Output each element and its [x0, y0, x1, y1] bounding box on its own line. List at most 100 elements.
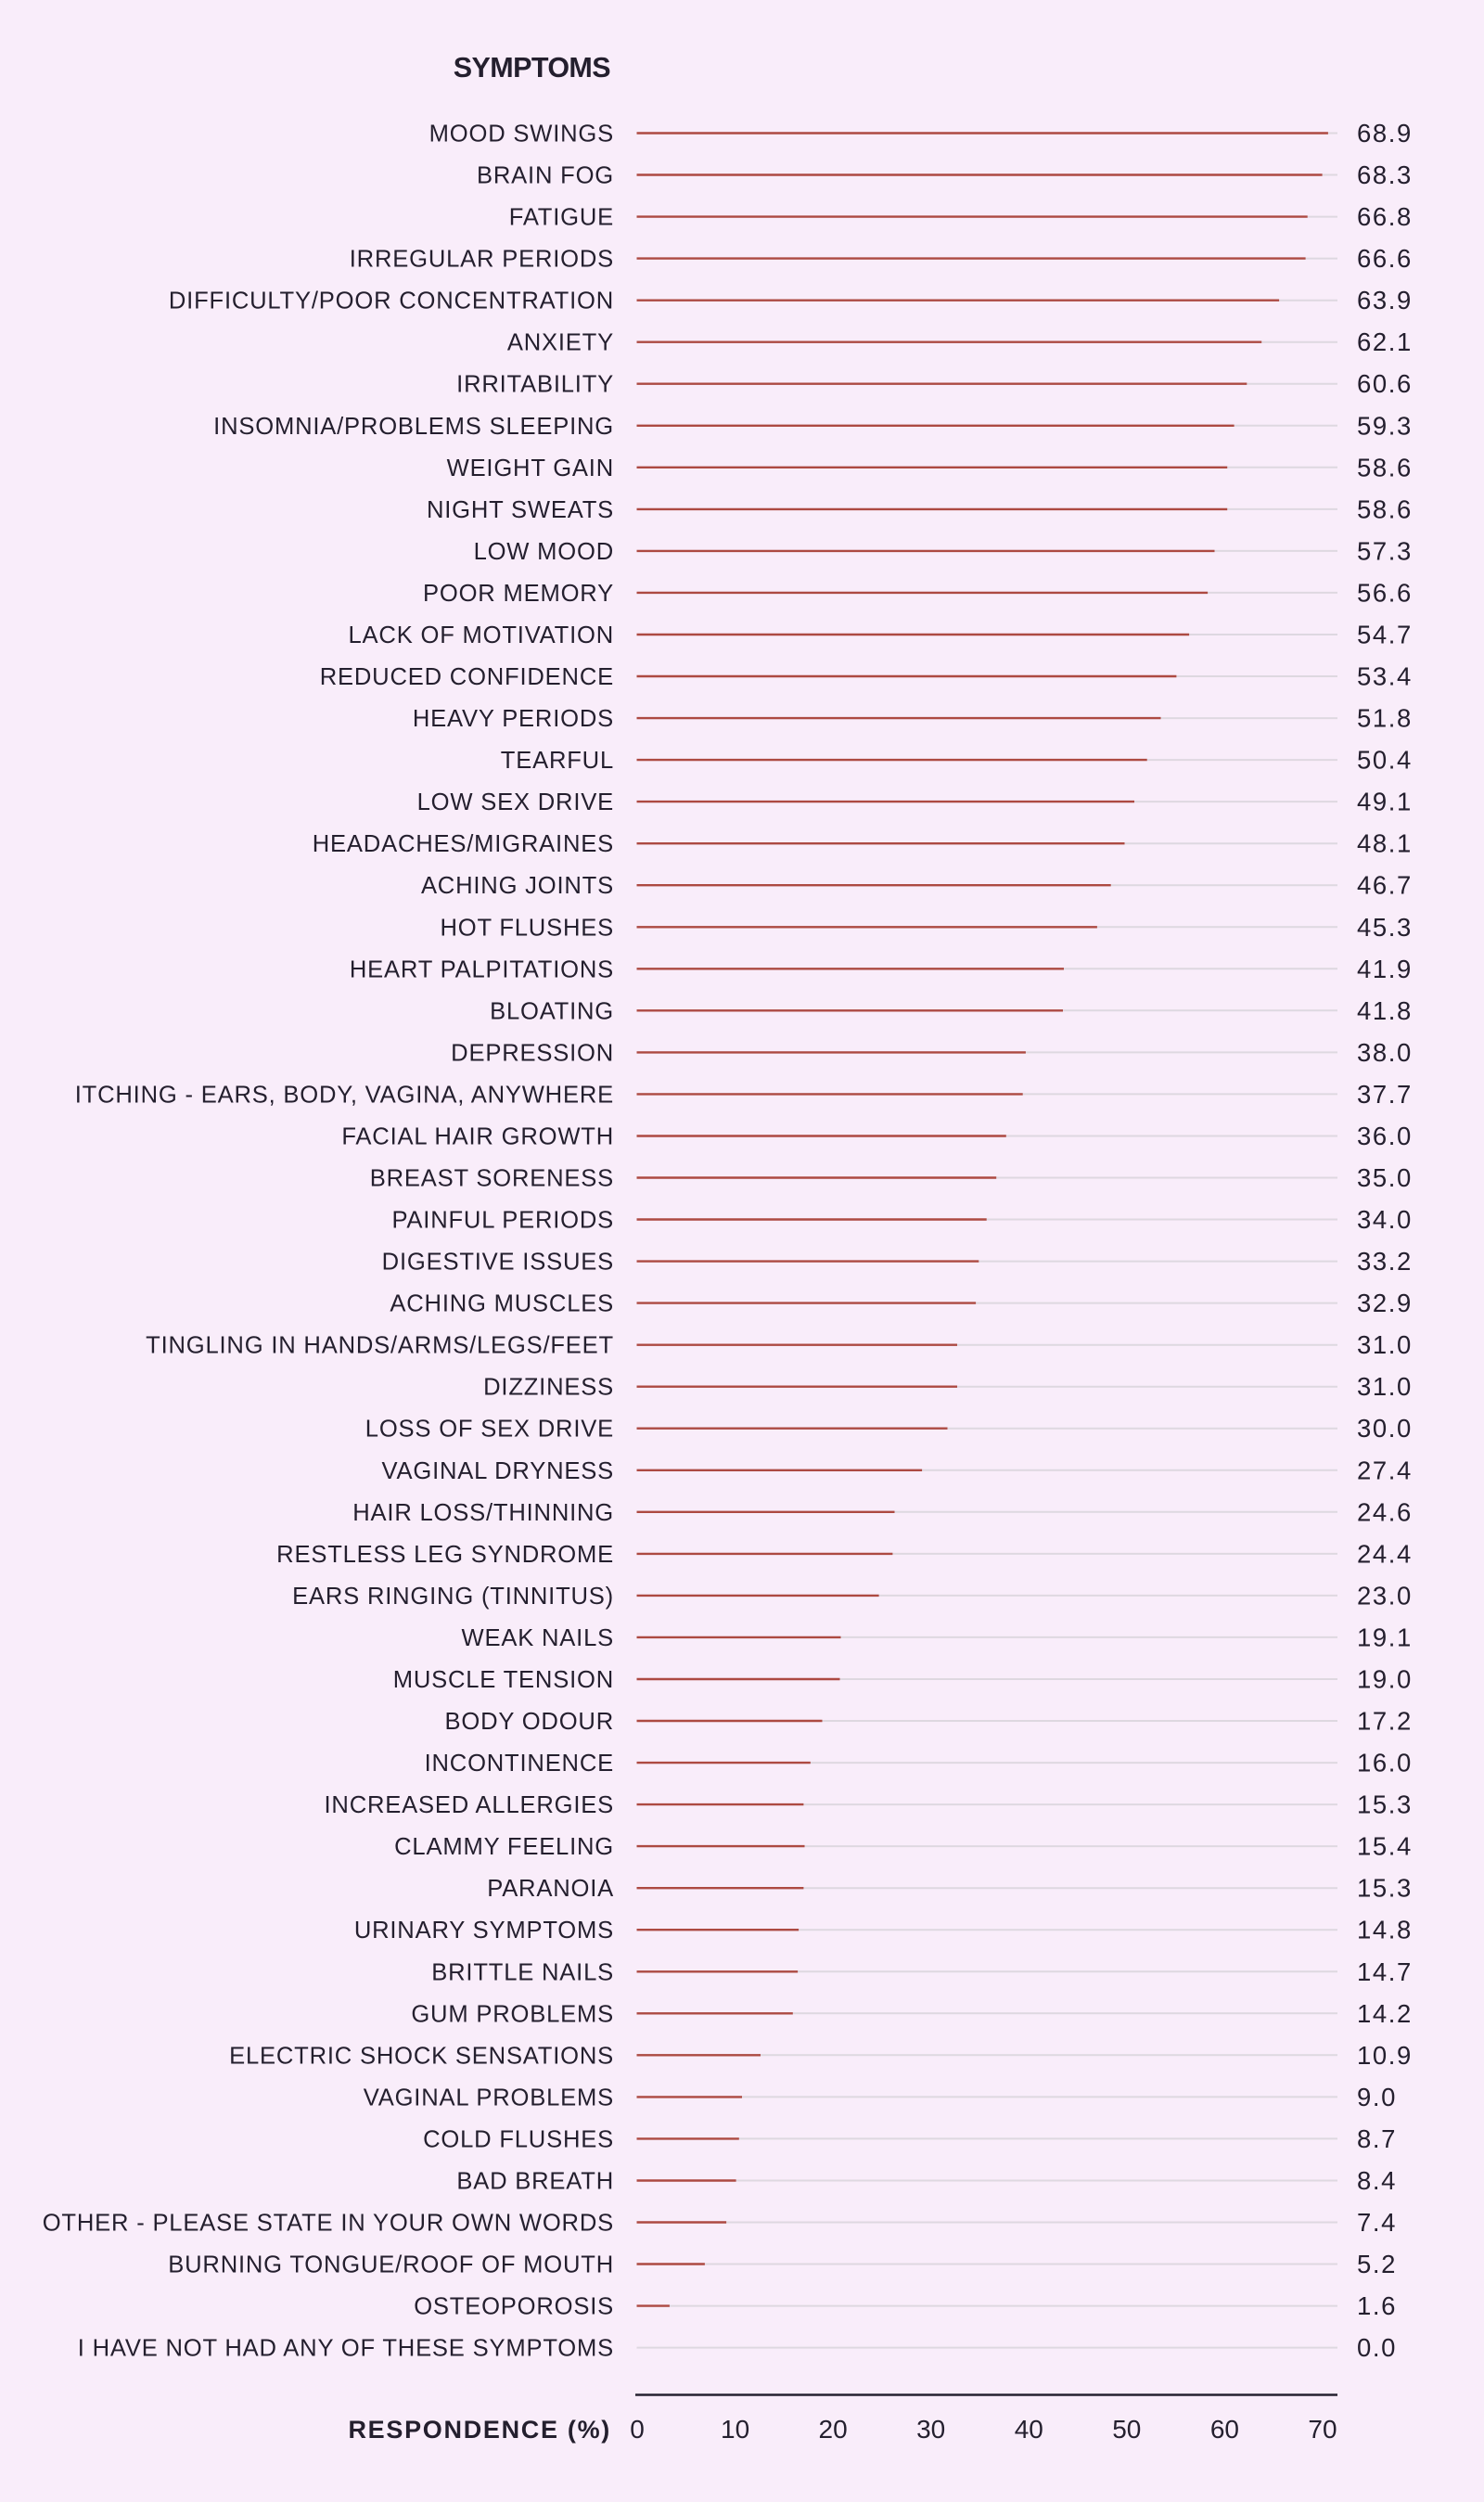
- svg-text:INCREASED ALLERGIES: INCREASED ALLERGIES: [325, 1792, 614, 1818]
- svg-text:19.0: 19.0: [1357, 1665, 1413, 1694]
- svg-text:32.9: 32.9: [1357, 1289, 1413, 1317]
- svg-text:45.3: 45.3: [1357, 913, 1413, 942]
- svg-text:POOR MEMORY: POOR MEMORY: [423, 581, 614, 607]
- svg-text:URINARY SYMPTOMS: URINARY SYMPTOMS: [354, 1918, 614, 1944]
- svg-text:TINGLING IN HANDS/ARMS/LEGS/FE: TINGLING IN HANDS/ARMS/LEGS/FEET: [146, 1333, 614, 1359]
- svg-text:63.9: 63.9: [1357, 286, 1413, 314]
- svg-text:0.0: 0.0: [1357, 2333, 1397, 2362]
- svg-text:8.7: 8.7: [1357, 2124, 1397, 2153]
- svg-text:INCONTINENCE: INCONTINENCE: [425, 1751, 614, 1777]
- svg-text:40: 40: [1015, 2415, 1043, 2444]
- svg-text:LOW MOOD: LOW MOOD: [474, 539, 614, 565]
- svg-text:RESPONDENCE (%): RESPONDENCE (%): [348, 2416, 611, 2444]
- svg-text:1.6: 1.6: [1357, 2291, 1397, 2320]
- svg-text:24.6: 24.6: [1357, 1497, 1413, 1526]
- svg-text:DIZZINESS: DIZZINESS: [483, 1375, 614, 1401]
- svg-text:FACIAL HAIR GROWTH: FACIAL HAIR GROWTH: [341, 1124, 614, 1150]
- svg-text:38.0: 38.0: [1357, 1038, 1413, 1067]
- svg-text:27.4: 27.4: [1357, 1456, 1413, 1484]
- svg-text:49.1: 49.1: [1357, 788, 1413, 816]
- svg-text:10.9: 10.9: [1357, 2041, 1413, 2070]
- svg-text:IRRITABILITY: IRRITABILITY: [456, 372, 614, 398]
- svg-text:59.3: 59.3: [1357, 411, 1413, 440]
- svg-text:LOSS OF SEX DRIVE: LOSS OF SEX DRIVE: [365, 1417, 614, 1443]
- svg-text:ANXIETY: ANXIETY: [507, 330, 614, 356]
- svg-text:30.0: 30.0: [1357, 1414, 1413, 1443]
- svg-text:DIGESTIVE ISSUES: DIGESTIVE ISSUES: [382, 1250, 614, 1276]
- svg-text:20: 20: [819, 2415, 848, 2444]
- svg-text:LOW SEX DRIVE: LOW SEX DRIVE: [417, 789, 614, 815]
- svg-text:5.2: 5.2: [1357, 2250, 1397, 2278]
- svg-text:62.1: 62.1: [1357, 327, 1413, 356]
- svg-text:41.8: 41.8: [1357, 996, 1413, 1025]
- svg-text:OTHER - PLEASE STATE IN YOUR O: OTHER - PLEASE STATE IN YOUR OWN WORDS: [43, 2211, 614, 2237]
- svg-text:35.0: 35.0: [1357, 1163, 1413, 1192]
- svg-text:58.6: 58.6: [1357, 494, 1413, 523]
- svg-text:HEART PALPITATIONS: HEART PALPITATIONS: [350, 956, 614, 982]
- svg-text:50: 50: [1112, 2415, 1141, 2444]
- svg-text:58.6: 58.6: [1357, 453, 1413, 481]
- svg-text:24.4: 24.4: [1357, 1539, 1413, 1568]
- svg-text:BODY ODOUR: BODY ODOUR: [445, 1709, 614, 1735]
- svg-text:23.0: 23.0: [1357, 1581, 1413, 1610]
- svg-text:SYMPTOMS: SYMPTOMS: [454, 52, 610, 83]
- svg-text:68.9: 68.9: [1357, 119, 1413, 148]
- svg-text:33.2: 33.2: [1357, 1247, 1413, 1276]
- svg-text:14.2: 14.2: [1357, 1999, 1413, 2028]
- svg-text:60: 60: [1210, 2415, 1239, 2444]
- svg-text:14.8: 14.8: [1357, 1916, 1413, 1944]
- svg-text:PAINFUL PERIODS: PAINFUL PERIODS: [391, 1208, 614, 1234]
- svg-text:DEPRESSION: DEPRESSION: [451, 1040, 614, 1066]
- svg-text:FATIGUE: FATIGUE: [509, 205, 614, 231]
- svg-text:41.9: 41.9: [1357, 955, 1413, 983]
- svg-text:60.6: 60.6: [1357, 369, 1413, 398]
- svg-text:8.4: 8.4: [1357, 2166, 1397, 2195]
- svg-text:15.4: 15.4: [1357, 1832, 1413, 1861]
- svg-text:36.0: 36.0: [1357, 1122, 1413, 1150]
- svg-text:CLAMMY FEELING: CLAMMY FEELING: [394, 1834, 614, 1860]
- svg-text:66.6: 66.6: [1357, 244, 1413, 273]
- svg-text:MUSCLE TENSION: MUSCLE TENSION: [393, 1667, 614, 1693]
- svg-text:68.3: 68.3: [1357, 160, 1413, 189]
- svg-text:16.0: 16.0: [1357, 1749, 1413, 1777]
- svg-text:RESTLESS LEG SYNDROME: RESTLESS LEG SYNDROME: [276, 1542, 614, 1568]
- svg-text:15.3: 15.3: [1357, 1790, 1413, 1819]
- svg-text:10: 10: [721, 2415, 749, 2444]
- svg-text:53.4: 53.4: [1357, 662, 1413, 691]
- svg-text:34.0: 34.0: [1357, 1205, 1413, 1234]
- svg-text:ELECTRIC SHOCK SENSATIONS: ELECTRIC SHOCK SENSATIONS: [229, 2043, 614, 2069]
- svg-text:REDUCED CONFIDENCE: REDUCED CONFIDENCE: [320, 664, 614, 690]
- svg-text:DIFFICULTY/POOR CONCENTRATION: DIFFICULTY/POOR CONCENTRATION: [169, 289, 614, 314]
- svg-text:31.0: 31.0: [1357, 1330, 1413, 1359]
- svg-text:GUM PROBLEMS: GUM PROBLEMS: [411, 2001, 614, 2027]
- svg-text:48.1: 48.1: [1357, 829, 1413, 858]
- svg-text:WEAK NAILS: WEAK NAILS: [462, 1625, 614, 1651]
- svg-text:VAGINAL PROBLEMS: VAGINAL PROBLEMS: [364, 2085, 614, 2111]
- svg-text:I HAVE NOT HAD ANY OF THESE SY: I HAVE NOT HAD ANY OF THESE SYMPTOMS: [78, 2336, 614, 2362]
- svg-text:IRREGULAR PERIODS: IRREGULAR PERIODS: [350, 247, 614, 273]
- svg-text:51.8: 51.8: [1357, 704, 1413, 733]
- svg-text:COLD FLUSHES: COLD FLUSHES: [423, 2126, 614, 2152]
- svg-text:BLOATING: BLOATING: [490, 998, 614, 1024]
- svg-text:15.3: 15.3: [1357, 1874, 1413, 1903]
- svg-text:BURNING TONGUE/ROOF OF MOUTH: BURNING TONGUE/ROOF OF MOUTH: [168, 2252, 614, 2278]
- svg-text:17.2: 17.2: [1357, 1707, 1413, 1736]
- svg-text:31.0: 31.0: [1357, 1372, 1413, 1401]
- svg-text:50.4: 50.4: [1357, 746, 1413, 775]
- svg-text:66.8: 66.8: [1357, 202, 1413, 231]
- svg-text:70: 70: [1308, 2415, 1337, 2444]
- svg-text:VAGINAL DRYNESS: VAGINAL DRYNESS: [382, 1458, 614, 1484]
- svg-text:HOT FLUSHES: HOT FLUSHES: [440, 915, 614, 941]
- svg-text:HEADACHES/MIGRAINES: HEADACHES/MIGRAINES: [313, 831, 614, 857]
- svg-text:54.7: 54.7: [1357, 621, 1413, 649]
- svg-text:TEARFUL: TEARFUL: [501, 748, 614, 774]
- svg-text:NIGHT SWEATS: NIGHT SWEATS: [427, 497, 614, 523]
- svg-text:EARS RINGING (TINNITUS): EARS RINGING (TINNITUS): [292, 1584, 614, 1610]
- svg-text:56.6: 56.6: [1357, 578, 1413, 607]
- svg-text:7.4: 7.4: [1357, 2208, 1397, 2237]
- svg-text:MOOD SWINGS: MOOD SWINGS: [429, 122, 614, 148]
- svg-text:14.7: 14.7: [1357, 1957, 1413, 1986]
- svg-text:37.7: 37.7: [1357, 1080, 1413, 1109]
- svg-text:BAD BREATH: BAD BREATH: [456, 2169, 614, 2195]
- svg-text:ACHING MUSCLES: ACHING MUSCLES: [390, 1291, 614, 1317]
